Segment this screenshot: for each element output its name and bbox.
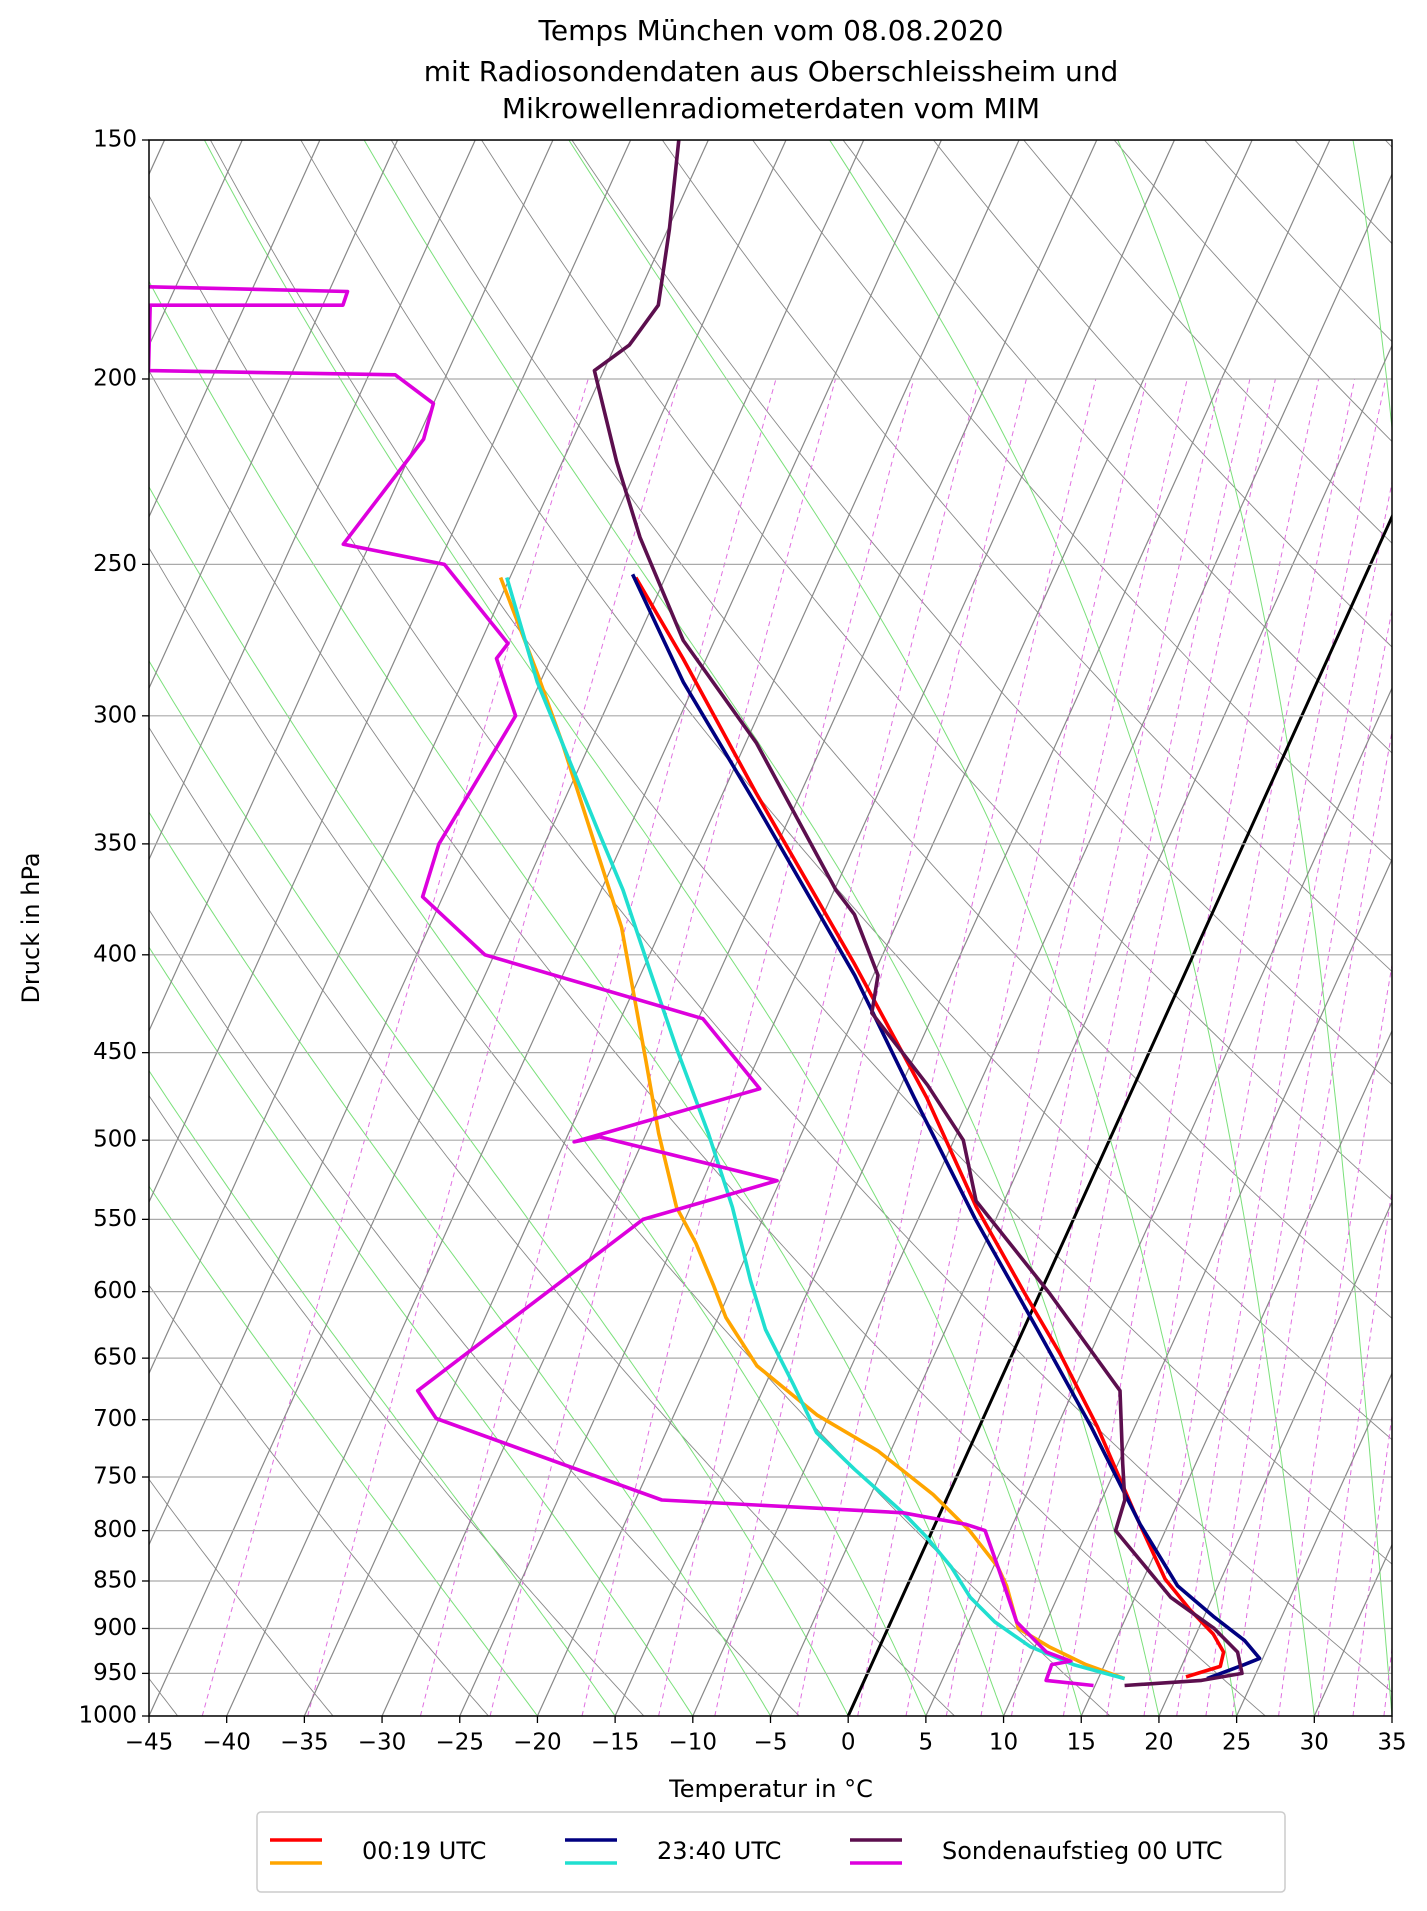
legend-label: Sondenaufstieg 00 UTC	[942, 1837, 1223, 1865]
y-tick-label: 700	[93, 1406, 137, 1432]
y-tick-label: 650	[93, 1345, 137, 1371]
y-tick-label: 600	[93, 1278, 137, 1304]
x-tick-label: −20	[513, 1730, 562, 1756]
y-axis-label: Druck in hPa	[17, 852, 45, 1003]
y-tick-label: 950	[93, 1660, 137, 1686]
y-tick-label: 450	[93, 1039, 137, 1065]
x-tick-label: 15	[1067, 1730, 1096, 1756]
chart-title: mit Radiosondendaten aus Oberschleisshei…	[424, 55, 1118, 88]
x-tick-label: −15	[591, 1730, 640, 1756]
x-tick-label: 10	[989, 1730, 1018, 1756]
y-tick-label: 250	[93, 551, 137, 577]
x-tick-label: 35	[1377, 1730, 1406, 1756]
x-tick-label: −45	[125, 1730, 174, 1756]
y-tick-label: 300	[93, 702, 137, 728]
x-tick-label: 0	[841, 1730, 856, 1756]
y-tick-label: 850	[93, 1567, 137, 1593]
x-tick-label: −5	[754, 1730, 788, 1756]
legend: 00:19 UTC 23:40 UTC Sondenaufstieg 00 UTC	[270, 1837, 1223, 1865]
x-tick-label: −25	[435, 1730, 484, 1756]
x-tick-label: 5	[919, 1730, 934, 1756]
y-tick-label: 350	[93, 830, 137, 856]
y-tick-label: 800	[93, 1517, 137, 1543]
legend-label: 23:40 UTC	[657, 1837, 781, 1865]
y-tick-label: 400	[93, 941, 137, 967]
x-tick-label: −30	[358, 1730, 407, 1756]
y-tick-label: 500	[93, 1127, 137, 1153]
x-axis-label: Temperatur in °C	[668, 1775, 873, 1803]
y-tick-label: 1000	[78, 1703, 137, 1729]
y-tick-label: 900	[93, 1615, 137, 1641]
chart-title: Temps München vom 08.08.2020	[538, 14, 1004, 47]
chart-title: Mikrowellenradiometerdaten vom MIM	[502, 92, 1040, 125]
x-tick-label: −40	[202, 1730, 251, 1756]
y-tick-label: 550	[93, 1206, 137, 1232]
x-tick-label: −35	[280, 1730, 329, 1756]
x-tick-label: 30	[1300, 1730, 1329, 1756]
y-tick-label: 750	[93, 1464, 137, 1490]
x-tick-label: 20	[1144, 1730, 1173, 1756]
x-tick-label: 25	[1222, 1730, 1251, 1756]
y-tick-label: 150	[93, 127, 137, 153]
x-tick-label: −10	[669, 1730, 718, 1756]
y-tick-label: 200	[93, 365, 137, 391]
legend-label: 00:19 UTC	[362, 1837, 486, 1865]
